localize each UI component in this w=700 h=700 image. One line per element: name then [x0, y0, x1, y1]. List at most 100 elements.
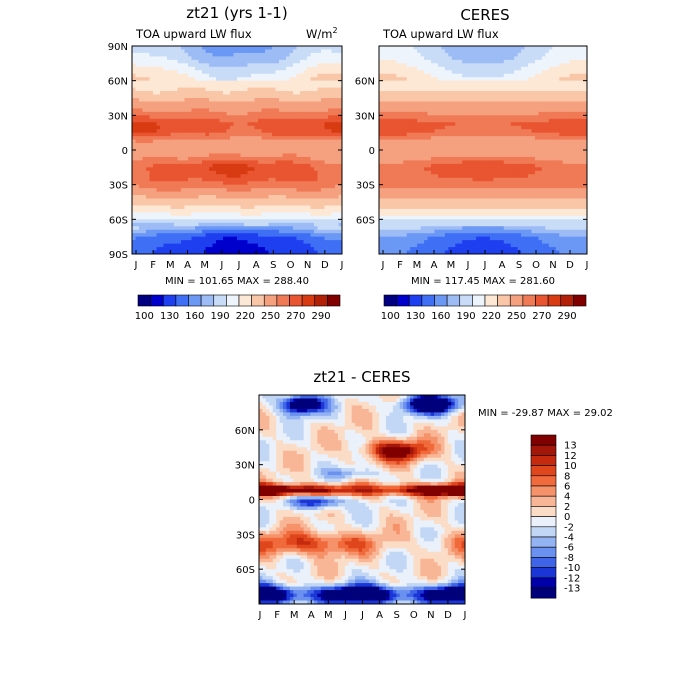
heatmap-cell — [272, 104, 276, 109]
heatmap-cell — [338, 198, 343, 203]
heatmap-cell — [191, 70, 196, 75]
heatmap-cell — [296, 46, 301, 50]
heatmap-cell — [272, 56, 276, 61]
heatmap-cell — [382, 56, 387, 61]
heatmap-cell — [296, 56, 301, 61]
heatmap-cell — [272, 122, 276, 127]
heatmap-cell — [142, 247, 147, 251]
heatmap-cell — [149, 198, 154, 203]
heatmap-cell — [389, 77, 394, 82]
heatmap-cell — [174, 188, 178, 192]
heatmap-cell — [216, 202, 220, 206]
heatmap-cell — [455, 77, 460, 82]
heatmap-cell — [153, 56, 157, 61]
heatmap-cell — [132, 219, 136, 224]
heatmap-cell — [202, 236, 206, 241]
heatmap-cell — [476, 101, 480, 106]
heatmap-cell — [441, 77, 446, 82]
heatmap-cell — [188, 177, 192, 182]
heatmap-cell — [212, 91, 217, 95]
heatmap-cell — [160, 153, 164, 158]
heatmap-cell — [535, 91, 539, 95]
heatmap-cell — [385, 87, 390, 92]
heatmap-cell — [462, 118, 467, 123]
heatmap-cell — [328, 122, 332, 127]
heatmap-cell — [444, 56, 449, 61]
heatmap-cell — [300, 170, 304, 175]
heatmap-cell — [307, 94, 311, 99]
heatmap-cell — [576, 49, 581, 54]
heatmap-cell — [406, 59, 411, 64]
heatmap-cell — [335, 243, 339, 248]
heatmap-cell — [431, 104, 435, 109]
heatmap-cell — [216, 52, 220, 57]
heatmap-cell — [448, 101, 453, 106]
heatmap-cell — [219, 84, 224, 88]
heatmap-cell — [219, 177, 224, 182]
heatmap-cell — [223, 233, 227, 238]
heatmap-cell — [188, 233, 192, 238]
heatmap-cell — [289, 63, 294, 68]
heatmap-cell — [317, 70, 322, 75]
heatmap-cell — [328, 143, 332, 147]
heatmap-cell — [500, 101, 505, 106]
heatmap-cell — [324, 91, 329, 95]
heatmap-cell — [230, 236, 234, 241]
heatmap-cell — [331, 139, 336, 144]
heatmap-cell — [528, 98, 532, 102]
heatmap-cell — [555, 104, 560, 109]
heatmap-cell — [300, 250, 304, 255]
heatmap-cell — [237, 115, 241, 120]
heatmap-cell — [275, 222, 280, 227]
heatmap-cell — [237, 66, 241, 71]
heatmap-cell — [413, 118, 418, 123]
heatmap-cell — [198, 202, 203, 206]
heatmap-cell — [212, 243, 217, 248]
heatmap-cell — [188, 70, 192, 75]
heatmap-cell — [510, 115, 515, 120]
heatmap-cell — [205, 139, 210, 144]
heatmap-cell — [247, 202, 252, 206]
heatmap-cell — [317, 167, 322, 172]
heatmap-cell — [209, 125, 213, 130]
heatmap-cell — [272, 108, 276, 113]
heatmap-cell — [541, 115, 546, 120]
heatmap-cell — [244, 163, 248, 168]
heatmap-cell — [139, 73, 143, 78]
heatmap-cell — [289, 233, 294, 238]
heatmap-cell — [226, 177, 231, 182]
heatmap-cell — [314, 236, 318, 241]
heatmap-cell — [237, 167, 241, 172]
heatmap-cell — [385, 104, 390, 109]
heatmap-cell — [489, 66, 494, 71]
heatmap-cell — [265, 236, 269, 241]
heatmap-cell — [338, 87, 343, 92]
panel-model-colorbar: 100 130 160 190 220 250 270 290 — [135, 294, 341, 322]
heatmap-cell — [209, 59, 213, 64]
heatmap-cell — [160, 101, 164, 106]
heatmap-cell — [279, 46, 283, 50]
heatmap-cell — [174, 63, 178, 68]
heatmap-cell — [493, 80, 498, 85]
heatmap-cell — [135, 195, 140, 199]
heatmap-cell — [258, 56, 262, 61]
heatmap-cell — [324, 84, 329, 88]
heatmap-cell — [177, 118, 182, 123]
heatmap-cell — [531, 56, 536, 61]
heatmap-cell — [510, 84, 515, 88]
heatmap-cell — [268, 66, 273, 71]
heatmap-cell — [293, 46, 297, 50]
heatmap-cell — [139, 122, 143, 127]
heatmap-cell — [503, 77, 508, 82]
heatmap-cell — [195, 202, 199, 206]
heatmap-cell — [403, 59, 408, 64]
heatmap-cell — [282, 170, 287, 175]
heatmap-cell — [389, 101, 394, 106]
heatmap-cell — [202, 132, 206, 137]
heatmap-cell — [261, 247, 266, 251]
heatmap-cell — [149, 136, 154, 140]
heatmap-cell — [181, 115, 185, 120]
heatmap-cell — [417, 91, 421, 95]
heatmap-cell — [576, 115, 581, 120]
heatmap-cell — [188, 87, 192, 92]
